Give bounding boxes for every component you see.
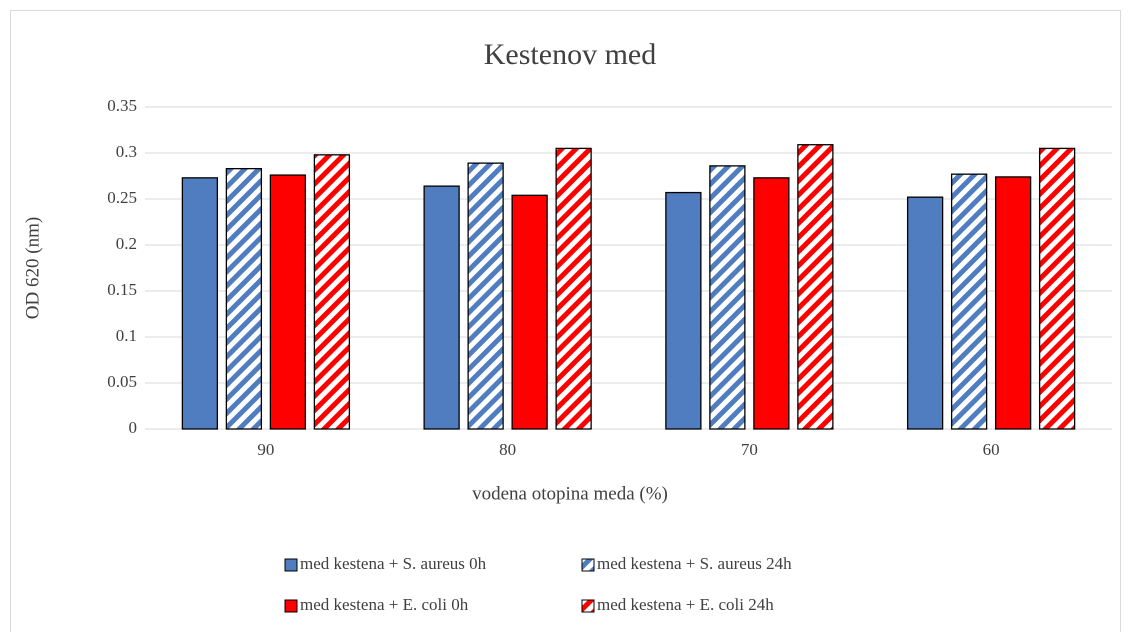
y-tick-label: 0.3 [116, 142, 137, 161]
bar [906, 196, 944, 430]
bar [511, 194, 548, 430]
legend-label: med kestena + S. aureus 24h [597, 554, 792, 573]
chart-title: Kestenov med [484, 38, 656, 71]
y-tick-label: 0 [129, 418, 138, 437]
bar [423, 185, 460, 430]
legend-marker [284, 558, 298, 572]
legend-marker [581, 558, 595, 572]
bar [1038, 147, 1076, 430]
bar [181, 177, 219, 430]
bar [269, 174, 307, 430]
x-tick-label: 60 [983, 440, 1000, 459]
y-tick-label: 0.05 [107, 372, 137, 391]
bar [467, 162, 504, 430]
bar [709, 165, 746, 430]
bar [225, 167, 263, 430]
x-axis-label: vodena otopina meda (%) [472, 483, 668, 504]
legend-label: med kestena + E. coli 24h [597, 595, 774, 614]
bar [994, 176, 1032, 430]
legend-marker [581, 599, 595, 613]
bar [555, 147, 592, 430]
bar [797, 144, 834, 430]
y-tick-label: 0.25 [107, 188, 137, 207]
y-tick-label: 0.1 [116, 326, 137, 345]
bar [950, 173, 988, 430]
x-tick-label: 80 [499, 440, 516, 459]
bar [753, 177, 790, 430]
bar [313, 154, 351, 430]
legend-label: med kestena + S. aureus 0h [300, 554, 487, 573]
bar [665, 191, 702, 430]
y-tick-label: 0.2 [116, 234, 137, 253]
y-axis-label: OD 620 (nm) [22, 217, 43, 319]
y-tick-label: 0.15 [107, 280, 137, 299]
legend-label: med kestena + E. coli 0h [300, 595, 469, 614]
y-tick-label: 0.35 [107, 96, 137, 115]
x-tick-label: 90 [257, 440, 274, 459]
x-tick-label: 70 [741, 440, 758, 459]
legend-marker [284, 599, 298, 613]
